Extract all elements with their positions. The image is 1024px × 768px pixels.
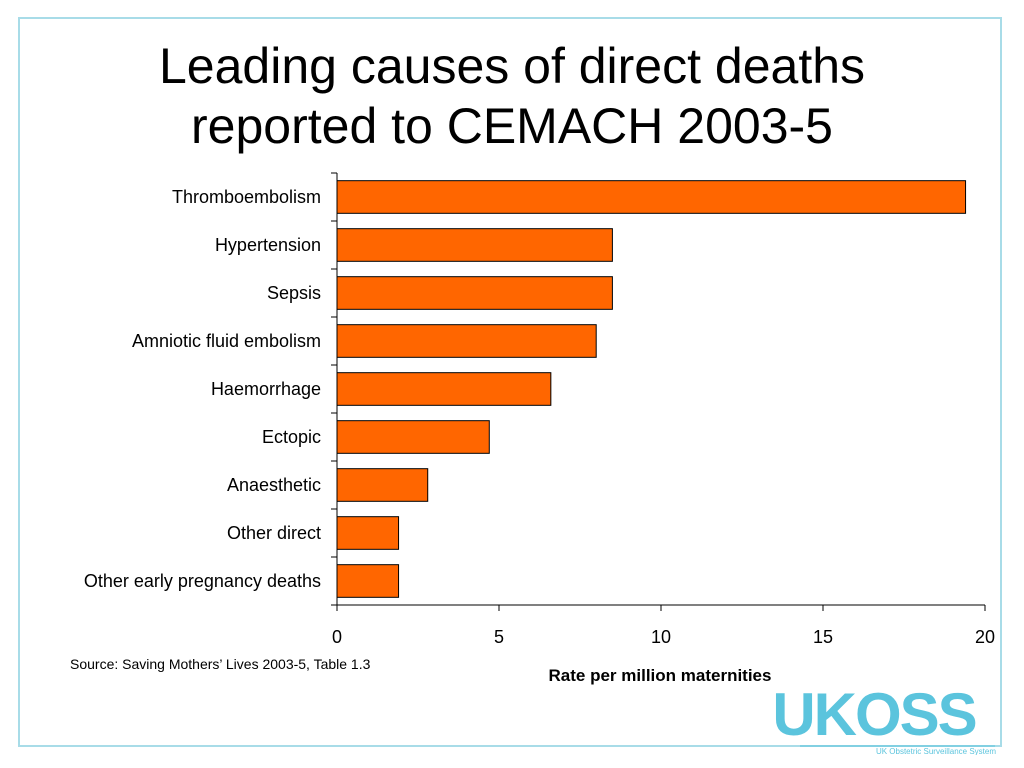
title-line-1: Leading causes of direct deaths [158, 38, 866, 94]
bar [336, 420, 490, 454]
bar [336, 468, 429, 502]
bar [336, 564, 400, 598]
category-label: Other direct [227, 523, 321, 543]
bar [336, 228, 613, 262]
source-note: Source: Saving Mothers’ Lives 2003-5, Ta… [70, 656, 371, 672]
x-tick-label: 20 [975, 627, 995, 647]
x-tick-label: 15 [813, 627, 833, 647]
category-label: Other early pregnancy deaths [84, 571, 321, 591]
bar [336, 516, 400, 550]
category-label: Thromboembolism [172, 187, 321, 207]
x-tick-label: 0 [332, 627, 342, 647]
logo-subtitle: UK Obstetric Surveillance System [876, 747, 996, 755]
x-tick-label: 10 [651, 627, 671, 647]
bar [336, 276, 613, 310]
ukoss-logo: UKOSS UK Obstetric Surveillance System [772, 683, 996, 755]
bar [336, 372, 552, 406]
bar [336, 324, 597, 358]
category-label: Amniotic fluid embolism [132, 331, 321, 351]
x-tick-label: 5 [494, 627, 504, 647]
category-label: Sepsis [267, 283, 321, 303]
category-label: Ectopic [262, 427, 321, 447]
slide-frame [18, 17, 1002, 747]
category-label: Anaesthetic [227, 475, 321, 495]
logo-text: UKOSS [772, 683, 975, 748]
bar [336, 180, 967, 214]
title-line-2: reported to CEMACH 2003-5 [191, 98, 833, 154]
category-label: Haemorrhage [211, 379, 321, 399]
chart-title: Leading causes of direct deaths reported… [0, 36, 1024, 156]
x-axis-title: Rate per million maternities [549, 666, 772, 685]
category-label: Hypertension [215, 235, 321, 255]
